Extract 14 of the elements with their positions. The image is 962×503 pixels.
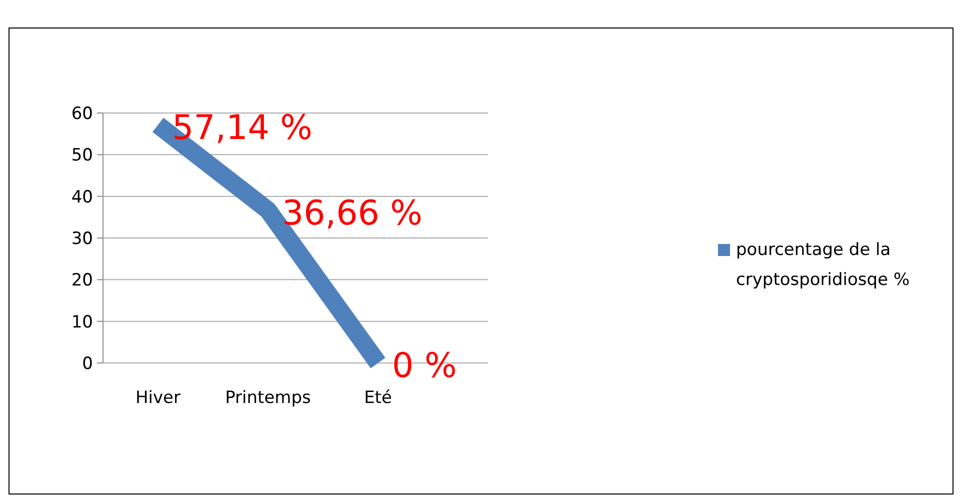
y-tick-label: 40 [71, 187, 93, 208]
y-tick-label: 10 [71, 312, 93, 332]
y-tick-label: 60 [71, 104, 93, 124]
y-tick-label: 50 [71, 146, 93, 166]
x-tick-label: Printemps [225, 388, 312, 408]
data-label: 57,14 % [172, 108, 312, 148]
data-label: 36,66 % [282, 193, 422, 234]
x-tick-label: Eté [364, 388, 392, 408]
y-tick-label: 0 [82, 354, 93, 374]
x-tick-label: Hiver [135, 388, 181, 408]
data-label: 0 % [392, 346, 457, 386]
y-tick-label: 30 [71, 228, 93, 249]
y-tick-label: 20 [71, 270, 93, 291]
legend-label: pourcentage de la cryptosporidiosqe % [736, 240, 910, 290]
